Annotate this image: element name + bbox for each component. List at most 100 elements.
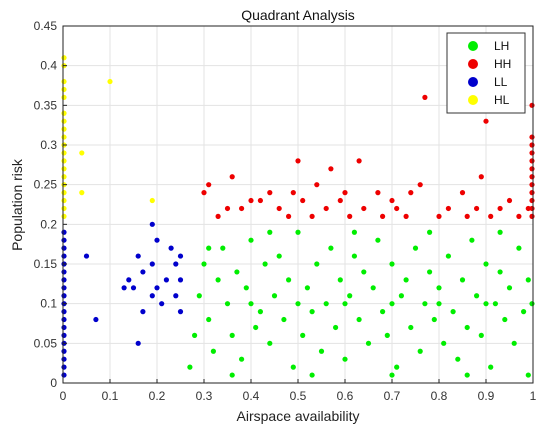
point-lh xyxy=(342,356,348,362)
point-hl xyxy=(61,110,67,116)
point-ll xyxy=(61,309,67,315)
point-lh xyxy=(318,348,325,354)
point-lh xyxy=(408,324,414,331)
point-ll xyxy=(173,293,179,299)
point-hh xyxy=(516,213,522,219)
point-lh xyxy=(483,261,489,267)
legend-item-ll: LL xyxy=(468,75,508,89)
y-tick-label: 0.2 xyxy=(40,217,57,231)
point-hl xyxy=(61,213,67,219)
point-hl xyxy=(61,78,67,85)
y-tick-label: 0.15 xyxy=(34,257,58,271)
point-ll xyxy=(61,372,67,378)
point-lh xyxy=(248,301,254,307)
point-hh xyxy=(529,213,535,219)
point-lh xyxy=(281,316,287,323)
point-ll xyxy=(61,348,67,354)
point-hh xyxy=(529,197,535,204)
point-hl xyxy=(149,197,155,204)
point-hh xyxy=(506,197,513,204)
point-lh xyxy=(206,245,212,251)
point-hl xyxy=(61,94,67,100)
y-axis-title: Population risk xyxy=(9,158,25,251)
point-lh xyxy=(257,309,263,315)
point-hh xyxy=(483,118,489,124)
point-ll xyxy=(61,316,67,323)
point-lh xyxy=(356,316,362,323)
point-hh xyxy=(224,205,231,212)
point-hl xyxy=(61,190,67,196)
point-hh xyxy=(300,197,306,204)
point-hh xyxy=(529,150,535,156)
legend-marker-hh xyxy=(468,59,478,69)
point-hh xyxy=(464,213,470,219)
point-ll xyxy=(61,253,67,259)
point-lh xyxy=(253,324,259,331)
point-lh xyxy=(328,245,334,251)
point-ll xyxy=(135,253,141,259)
y-tick-label: 0.35 xyxy=(34,98,58,112)
point-ll xyxy=(149,221,155,227)
legend-marker-hl xyxy=(468,95,478,105)
point-lh xyxy=(445,253,451,259)
point-lh xyxy=(309,309,315,315)
point-hl xyxy=(61,158,67,164)
point-lh xyxy=(196,293,202,299)
point-hh xyxy=(478,174,484,180)
point-hh xyxy=(529,190,535,196)
point-lh xyxy=(361,269,367,275)
point-lh xyxy=(441,340,447,346)
point-lh xyxy=(239,356,245,362)
point-lh xyxy=(229,332,235,338)
point-hh xyxy=(239,205,245,212)
point-lh xyxy=(248,237,254,243)
point-lh xyxy=(347,293,353,299)
point-lh xyxy=(300,332,306,338)
point-hh xyxy=(529,142,535,148)
point-lh xyxy=(417,348,423,354)
point-lh xyxy=(351,253,357,259)
legend: LH HH LL HL xyxy=(446,32,526,114)
point-hh xyxy=(229,174,235,180)
point-lh xyxy=(370,285,376,291)
point-hh xyxy=(257,197,263,204)
point-lh xyxy=(516,245,522,251)
point-lh xyxy=(474,293,480,299)
point-lh xyxy=(192,332,198,338)
point-hh xyxy=(436,213,442,219)
point-lh xyxy=(295,301,301,307)
point-ll xyxy=(61,356,67,362)
point-lh xyxy=(511,340,517,346)
point-lh xyxy=(375,237,381,243)
point-hl xyxy=(61,134,67,140)
point-hl xyxy=(107,78,113,85)
legend-label-hh: HH xyxy=(494,57,511,71)
point-lh xyxy=(464,372,470,378)
point-ll xyxy=(154,285,160,291)
point-hh xyxy=(525,205,531,212)
point-hh xyxy=(408,190,414,196)
legend-item-lh: LH xyxy=(468,39,509,53)
point-hh xyxy=(342,190,348,196)
point-lh xyxy=(380,309,386,315)
point-lh xyxy=(384,332,390,338)
point-lh xyxy=(351,229,357,235)
point-lh xyxy=(412,245,419,251)
point-lh xyxy=(469,237,475,243)
point-lh xyxy=(224,301,231,307)
point-lh xyxy=(450,309,456,315)
point-hh xyxy=(309,213,315,219)
point-hh xyxy=(529,134,535,140)
point-lh xyxy=(337,277,343,283)
point-ll xyxy=(135,340,141,346)
y-tick-label: 0.05 xyxy=(34,336,58,350)
point-lh xyxy=(314,261,320,267)
point-hh xyxy=(380,213,386,219)
point-hh xyxy=(356,158,362,164)
point-lh xyxy=(323,301,329,307)
point-lh xyxy=(427,229,433,235)
point-lh xyxy=(342,301,348,307)
legend-label-hl: HL xyxy=(494,93,510,107)
point-lh xyxy=(262,261,268,267)
